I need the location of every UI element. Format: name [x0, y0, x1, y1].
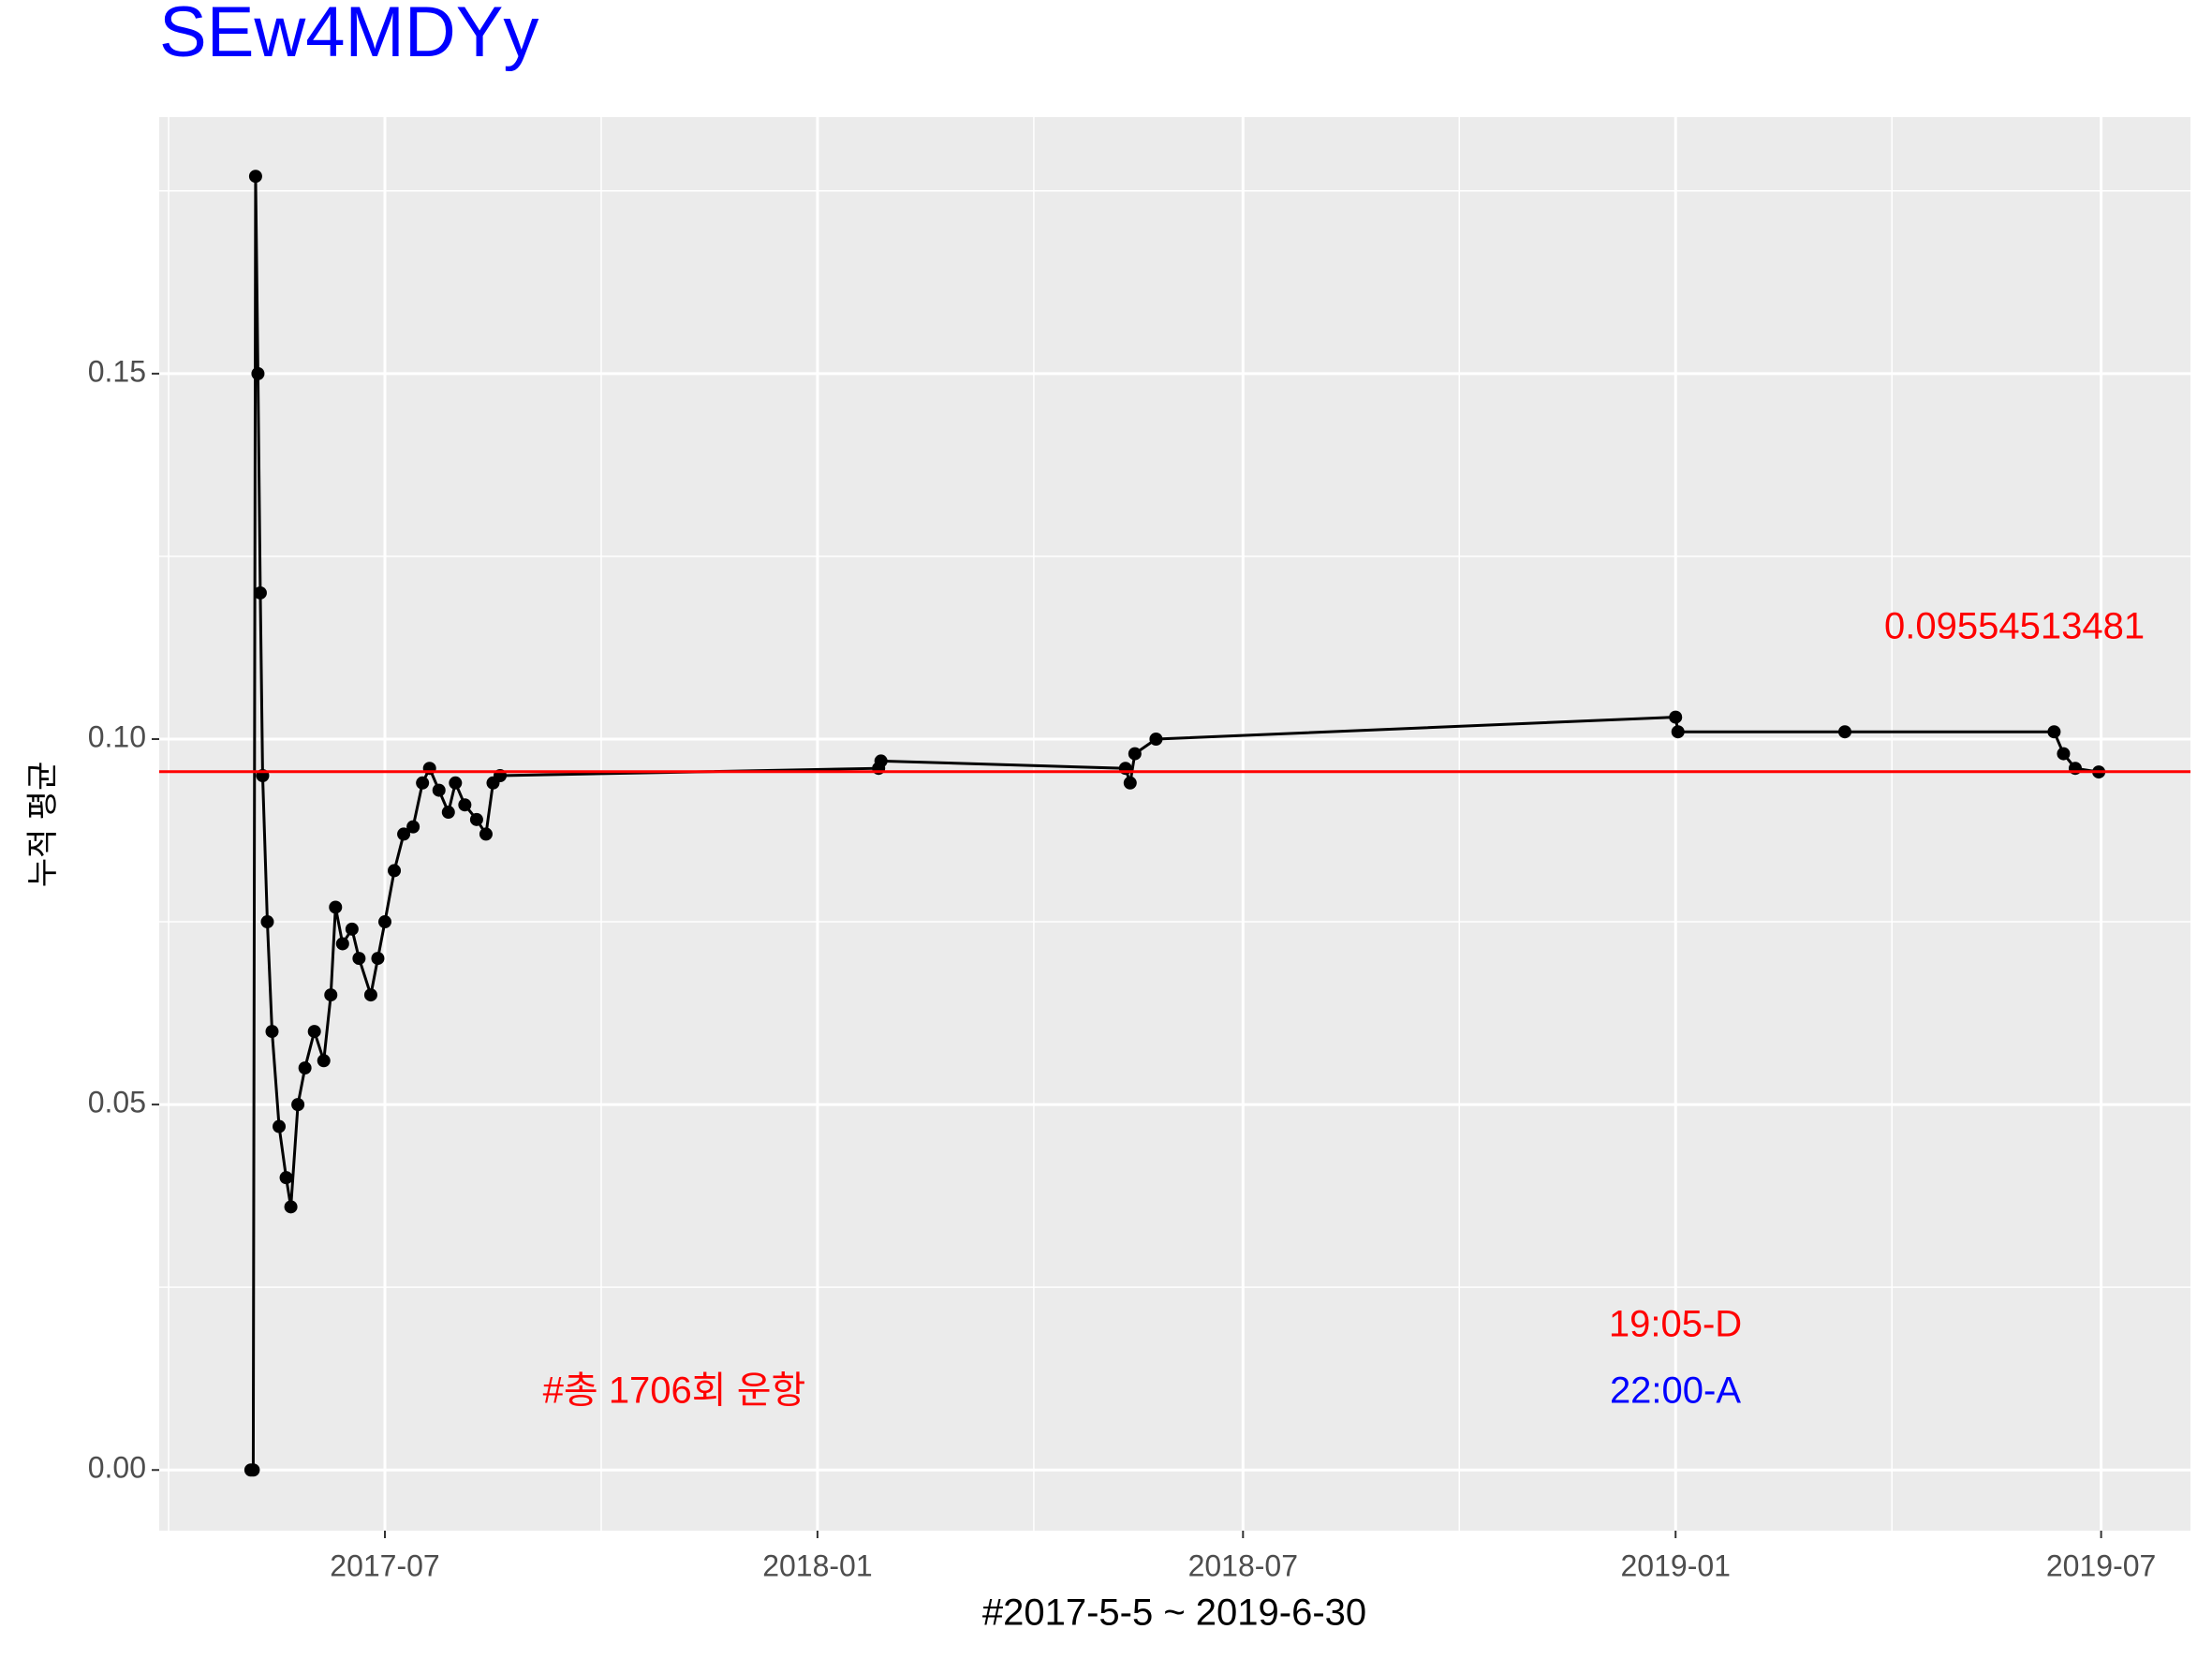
data-point: [273, 1119, 287, 1133]
data-point: [1837, 725, 1851, 739]
data-point: [2047, 725, 2061, 739]
x-tick-label: 2018-01: [762, 1548, 872, 1582]
data-point: [388, 864, 402, 878]
x-tick-label: 2019-07: [2046, 1548, 2156, 1582]
data-point: [265, 1025, 279, 1039]
data-point: [1669, 710, 1683, 724]
data-point: [307, 1025, 321, 1039]
data-point: [329, 900, 343, 914]
data-point: [416, 776, 430, 790]
data-point: [298, 1061, 312, 1075]
labels: SEw4MDYy #2017-5-5 ~ 2019-6-30 누적 평균 0.0…: [25, 0, 2156, 1634]
data-point: [479, 827, 493, 841]
y-axis-title: 누적 평균: [25, 762, 61, 888]
data-point: [253, 585, 267, 600]
panel: [159, 117, 2190, 1531]
y-tick-label: 0.10: [88, 719, 146, 753]
data-point: [352, 952, 366, 966]
data-point: [284, 1200, 298, 1214]
data-point: [432, 783, 446, 797]
y-tick-label: 0.05: [88, 1086, 146, 1119]
data-point: [378, 915, 391, 929]
data-point: [1149, 732, 1163, 746]
data-point: [1671, 725, 1685, 739]
data-point: [260, 915, 274, 929]
y-tick-label: 0.15: [88, 354, 146, 388]
data-point: [406, 820, 420, 834]
data-point: [345, 922, 359, 936]
x-tick-label: 2017-07: [330, 1548, 439, 1582]
annotation: 0.09554513481: [1884, 606, 2145, 647]
data-point: [251, 366, 265, 380]
data-point: [279, 1171, 293, 1185]
data-point: [1128, 747, 1142, 761]
data-point: [2057, 747, 2071, 761]
data-point: [458, 798, 472, 812]
data-point: [335, 937, 349, 951]
data-point: [469, 812, 483, 826]
x-tick-label: 2019-01: [1621, 1548, 1731, 1582]
data-point: [246, 1463, 260, 1477]
data-point: [441, 806, 455, 820]
data-point: [363, 988, 377, 1002]
x-axis-title: #2017-5-5 ~ 2019-6-30: [982, 1592, 1366, 1634]
data-point: [449, 776, 463, 790]
y-tick-label: 0.00: [88, 1451, 146, 1485]
data-point: [317, 1054, 331, 1068]
annotation: 22:00-A: [1610, 1370, 1741, 1412]
data-point: [397, 827, 411, 841]
data-point: [874, 754, 888, 768]
marks: [159, 170, 2190, 1477]
data-point: [1123, 776, 1137, 790]
annotation: #총 1706회 운항: [543, 1370, 806, 1412]
data-point: [371, 952, 385, 966]
x-tick-label: 2018-07: [1188, 1548, 1298, 1582]
annotation: 19:05-D: [1609, 1304, 1742, 1345]
grid: [159, 117, 2190, 1531]
chart-title: SEw4MDYy: [159, 0, 538, 72]
data-point: [324, 988, 338, 1002]
data-point: [291, 1098, 305, 1112]
data-point: [248, 170, 262, 184]
